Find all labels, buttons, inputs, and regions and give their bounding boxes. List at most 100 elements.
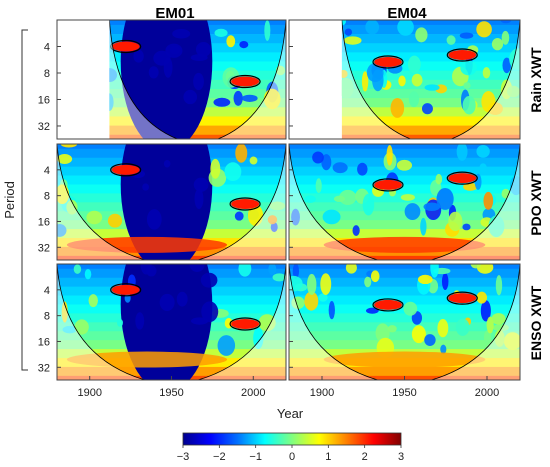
colorbar-tick-label: 0	[289, 451, 295, 463]
power-blob	[241, 94, 258, 102]
power-blob	[213, 97, 231, 107]
power-blob	[172, 28, 191, 39]
long-period-band	[66, 351, 228, 368]
power-blob	[441, 272, 449, 291]
power-blob	[268, 264, 277, 276]
power-blob	[407, 55, 421, 74]
power-blob	[509, 175, 520, 196]
power-blob	[142, 183, 150, 191]
x-tick-label: 2000	[241, 387, 265, 399]
power-blob	[307, 273, 317, 296]
power-blob	[86, 210, 103, 225]
significance-contour	[372, 178, 404, 192]
power-blob	[361, 71, 369, 92]
significance-contour	[229, 197, 261, 211]
power-blob	[403, 301, 418, 316]
row-label-rain: Rain XWT	[528, 47, 544, 113]
power-blob	[84, 268, 92, 280]
power-blob	[500, 20, 512, 24]
field-band	[289, 331, 520, 341]
power-blob	[107, 213, 123, 228]
y-tick-label: 32	[38, 242, 50, 254]
power-blob	[411, 73, 423, 87]
power-blob	[183, 89, 198, 105]
power-blob	[436, 187, 454, 210]
significance-contour	[372, 298, 404, 312]
no-data-region	[57, 20, 110, 139]
field-band	[341, 34, 520, 44]
period-bracket	[21, 29, 28, 371]
power-blob	[289, 275, 303, 292]
field-band	[341, 61, 520, 72]
power-blob	[344, 28, 353, 36]
power-blob	[386, 145, 393, 166]
power-blob	[270, 221, 278, 233]
hot-spot	[374, 56, 402, 67]
power-blob	[370, 270, 380, 283]
y-tick-label: 8	[44, 191, 50, 203]
y-tick-label: 4	[44, 285, 50, 297]
power-blob	[291, 296, 305, 310]
power-blob	[62, 325, 77, 334]
power-blob	[476, 21, 492, 38]
power-blob	[135, 312, 145, 330]
significance-contour	[446, 171, 478, 185]
power-blob	[332, 162, 348, 174]
power-blob	[366, 62, 384, 83]
power-blob	[163, 57, 173, 78]
power-blob	[448, 211, 463, 232]
power-blob	[318, 293, 328, 302]
power-blob	[338, 77, 354, 99]
panel-em01-0	[56, 19, 287, 140]
field-band	[289, 295, 520, 305]
field-band	[289, 211, 520, 221]
power-blob	[224, 162, 242, 182]
field-band	[341, 70, 520, 81]
power-blob	[315, 178, 322, 193]
colorbar-tick-labels: −3 −2 −1 0 1 2 3	[177, 445, 404, 463]
power-blob	[239, 40, 249, 49]
power-blob	[479, 163, 487, 173]
hot-spot	[374, 299, 402, 310]
power-blob	[195, 42, 211, 57]
power-blob	[339, 189, 357, 205]
panel-em04-0	[288, 19, 521, 140]
significance-contour	[110, 283, 142, 297]
power-blob	[272, 273, 286, 282]
power-blob	[328, 300, 335, 320]
no-data-region	[289, 20, 342, 139]
panels-group	[56, 19, 521, 381]
power-blob	[397, 20, 414, 36]
power-blob	[364, 276, 372, 288]
power-blob	[320, 273, 332, 295]
power-blob	[400, 194, 415, 201]
hot-spot	[448, 293, 477, 304]
field-band	[341, 88, 520, 99]
power-blob	[365, 20, 380, 35]
power-blob	[200, 272, 218, 288]
significance-contour	[110, 39, 142, 54]
significance-contour	[372, 55, 404, 69]
field-band	[289, 148, 520, 159]
hot-spot	[231, 198, 260, 209]
power-blob	[61, 301, 68, 323]
power-blob	[455, 318, 470, 336]
power-blob	[193, 177, 209, 192]
power-blob	[201, 301, 219, 322]
significance-contour	[229, 317, 261, 331]
power-blob	[275, 65, 286, 76]
y-tick-label: 4	[44, 165, 50, 177]
power-blob	[234, 211, 244, 221]
field-band	[341, 134, 520, 139]
power-blob	[264, 20, 271, 41]
field-band	[289, 166, 520, 176]
row-label-pdo: PDO XWT	[528, 170, 544, 236]
cone-of-influence-line	[289, 264, 520, 380]
x-tick-label: 1950	[159, 387, 183, 399]
power-blob	[483, 330, 492, 345]
power-blob	[435, 173, 443, 185]
y-tick-label: 32	[38, 362, 50, 374]
power-blob	[509, 48, 520, 70]
low-power-region	[120, 264, 213, 380]
